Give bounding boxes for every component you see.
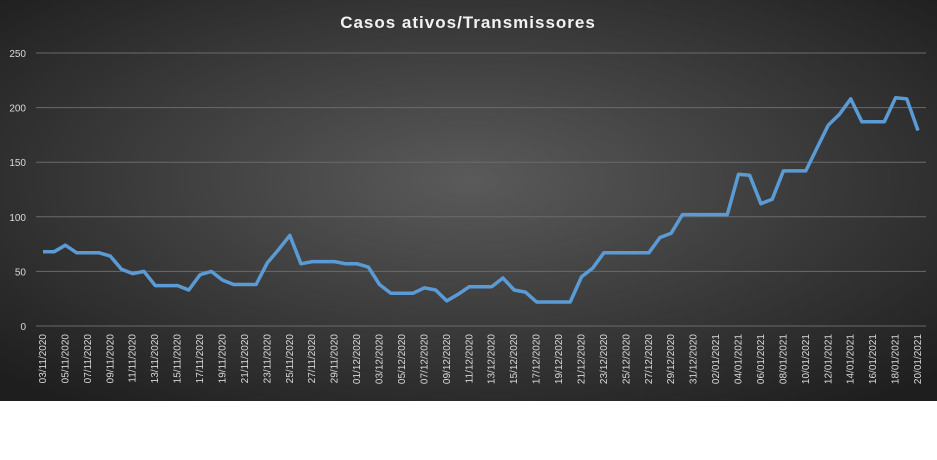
x-tick-label: 21/11/2020 xyxy=(240,334,251,384)
x-tick-label: 08/01/2021 xyxy=(778,334,789,384)
y-tick-label: 250 xyxy=(9,49,26,60)
x-tick-label: 23/11/2020 xyxy=(262,334,273,384)
x-tick-label: 15/11/2020 xyxy=(173,334,184,384)
x-tick-label: 13/11/2020 xyxy=(150,334,161,384)
chart-background xyxy=(0,0,937,401)
x-tick-label: 11/11/2020 xyxy=(128,334,139,383)
x-tick-label: 13/12/2020 xyxy=(487,334,498,384)
y-tick-label: 100 xyxy=(9,213,26,224)
x-tick-label: 25/12/2020 xyxy=(621,334,632,384)
x-tick-label: 23/12/2020 xyxy=(599,334,610,384)
x-tick-label: 19/12/2020 xyxy=(554,334,565,384)
chart-title: Casos ativos/Transmissores xyxy=(340,13,596,32)
x-tick-label: 25/11/2020 xyxy=(285,334,296,384)
x-tick-label: 18/01/2021 xyxy=(891,334,902,384)
x-tick-label: 27/12/2020 xyxy=(644,334,655,384)
y-tick-label: 0 xyxy=(20,322,26,333)
x-tick-label: 04/01/2021 xyxy=(734,334,745,384)
data-line xyxy=(43,96,920,304)
x-tick-label: 17/12/2020 xyxy=(532,334,543,384)
x-tick-label: 09/11/2020 xyxy=(105,334,116,384)
x-tick-label: 05/12/2020 xyxy=(397,334,408,384)
x-tick-label: 14/01/2021 xyxy=(846,334,857,384)
x-tick-label: 27/11/2020 xyxy=(307,334,318,384)
x-tick-label: 29/11/2020 xyxy=(330,334,341,384)
x-tick-label: 02/01/2021 xyxy=(711,334,722,384)
x-tick-label: 03/12/2020 xyxy=(375,334,386,384)
x-tick-label: 10/01/2021 xyxy=(801,334,812,384)
x-tick-label: 12/01/2021 xyxy=(823,334,834,384)
x-tick-label: 31/12/2020 xyxy=(689,334,700,384)
x-tick-label: 11/12/2020 xyxy=(464,334,475,384)
x-tick-label: 29/12/2020 xyxy=(666,334,677,384)
y-tick-label: 150 xyxy=(9,158,26,169)
x-tick-label: 21/12/2020 xyxy=(576,334,587,384)
x-tick-label: 15/12/2020 xyxy=(509,334,520,384)
x-tick-label: 06/01/2021 xyxy=(756,334,767,384)
x-tick-label: 09/12/2020 xyxy=(442,334,453,384)
x-tick-label: 05/11/2020 xyxy=(60,334,71,384)
x-tick-label: 17/11/2020 xyxy=(195,334,206,384)
x-tick-label: 01/12/2020 xyxy=(352,334,363,384)
x-tick-label: 20/01/2021 xyxy=(913,334,924,384)
x-tick-label: 03/11/2020 xyxy=(38,334,49,384)
x-tick-label: 19/11/2020 xyxy=(217,334,228,384)
y-tick-label: 200 xyxy=(9,104,26,115)
x-tick-label: 07/11/2020 xyxy=(83,334,94,384)
x-tick-label: 07/12/2020 xyxy=(419,334,430,384)
x-tick-label: 16/01/2021 xyxy=(868,334,879,384)
y-tick-label: 50 xyxy=(15,267,27,278)
